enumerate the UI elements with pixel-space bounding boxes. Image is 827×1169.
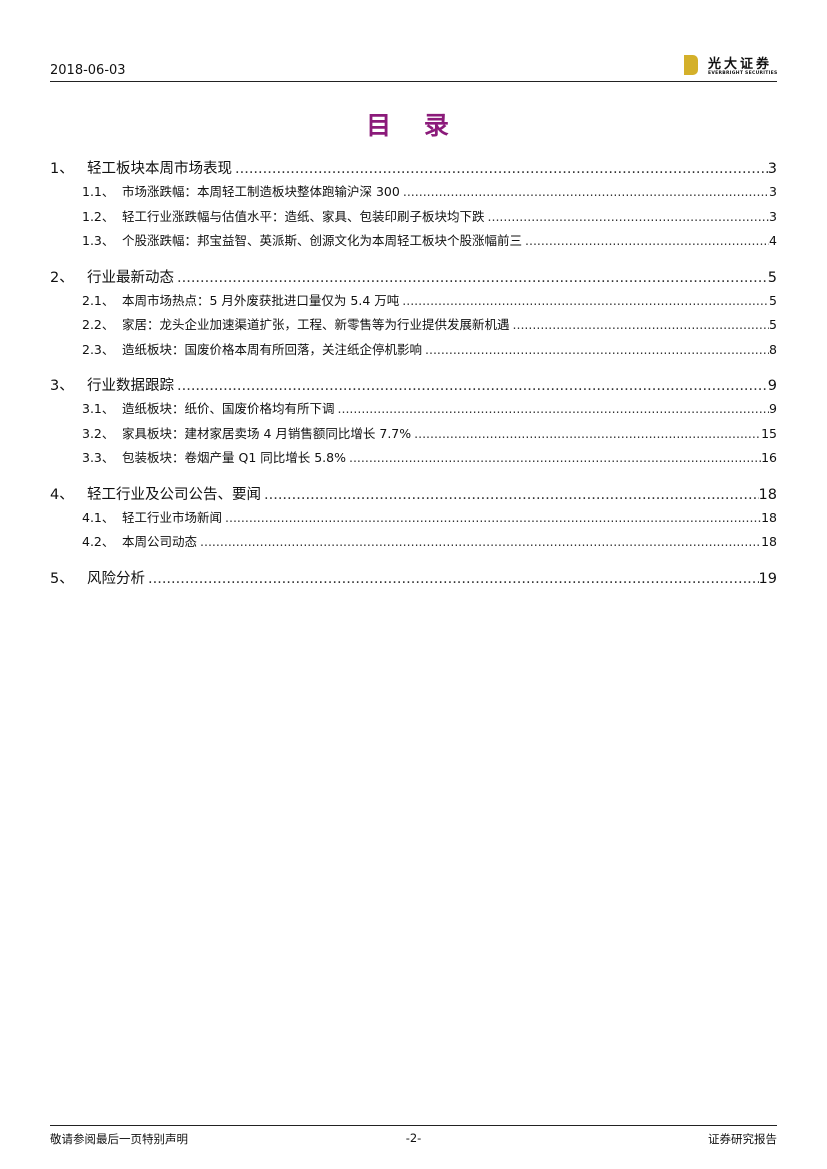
toc-entry-section[interactable]: 5、风险分析 19 (50, 567, 777, 591)
toc-page: 5 (767, 269, 777, 286)
toc-entry-subsection[interactable]: 4.2、本周公司动态 18 (50, 531, 777, 556)
toc-leader (400, 184, 769, 199)
toc-entry-subsection[interactable]: 2.1、本周市场热点：5 月外废获批进口量仅为 5.4 万吨 5 (50, 290, 777, 315)
report-date: 2018-06-03 (50, 63, 126, 78)
toc-leader (174, 270, 768, 286)
toc-leader (261, 487, 759, 503)
toc-leader (346, 450, 761, 465)
toc-page: 4 (769, 233, 777, 248)
toc-leader (485, 209, 770, 224)
toc-leader (232, 161, 768, 177)
toc-entry-subsection[interactable]: 3.3、包装板块：卷烟产量 Q1 同比增长 5.8% 16 (50, 447, 777, 472)
footer-disclaimer: 敬请参阅最后一页特别声明 (50, 1132, 188, 1146)
toc-number: 1.3、 (82, 233, 115, 248)
toc-title: 轻工行业及公司公告、要闻 (87, 486, 261, 503)
toc-page: 3 (769, 208, 777, 224)
toc-page: 3 (769, 184, 777, 199)
toc-title: 轻工板块本周市场表现 (87, 161, 232, 177)
toc-number: 2.3、 (82, 341, 115, 357)
toc-entry-section[interactable]: 3、行业数据跟踪 9 (50, 374, 777, 398)
toc-leader (145, 571, 759, 587)
toc-entry-subsection[interactable]: 2.3、造纸板块：国废价格本周有所回落，关注纸企停机影响 8 (50, 339, 777, 364)
toc-number: 3.2、 (82, 425, 115, 441)
toc-leader (510, 317, 770, 332)
page-title: 目 录 (366, 111, 461, 140)
logo-mark-icon (684, 55, 698, 75)
toc-title: 造纸板块：纸价、国废价格均有所下调 (122, 401, 335, 416)
toc-entry-subsection[interactable]: 1.2、轻工行业涨跌幅与估值水平：造纸、家具、包装印刷子板块均下跌 3 (50, 206, 777, 231)
toc-title: 个股涨跌幅：邦宝益智、英派斯、创源文化为本周轻工板块个股涨幅前三 (122, 233, 523, 248)
logo-en: EVERBRIGHT SECURITIES (708, 71, 778, 76)
toc-leader (399, 293, 769, 308)
toc-entry-section[interactable]: 4、轻工行业及公司公告、要闻 18 (50, 483, 777, 507)
toc-title: 家居：龙头企业加速渠道扩张，工程、新零售等为行业提供发展新机遇 (122, 317, 510, 332)
toc-page: 18 (758, 486, 777, 503)
toc-title: 造纸板块：国废价格本周有所回落，关注纸企停机影响 (122, 341, 423, 357)
toc-number: 3.3、 (82, 450, 115, 465)
everbright-logo: 光大证券 EVERBRIGHT SECURITIES (684, 53, 778, 79)
toc-page: 5 (769, 317, 777, 332)
header-divider (50, 81, 777, 82)
toc-number: 5、 (50, 570, 74, 587)
toc-title: 行业最新动态 (87, 269, 174, 286)
table-of-contents: 1、轻工板块本周市场表现31.1、市场涨跌幅：本周轻工制造板块整体跑输沪深 30… (50, 157, 777, 591)
toc-leader (222, 510, 761, 525)
toc-entry-subsection[interactable]: 4.1、轻工行业市场新闻 18 (50, 507, 777, 532)
toc-entry-subsection[interactable]: 2.2、家居：龙头企业加速渠道扩张，工程、新零售等为行业提供发展新机遇 5 (50, 314, 777, 339)
toc-number: 4.1、 (82, 509, 115, 525)
toc-leader (522, 233, 769, 248)
toc-number: 2.1、 (82, 292, 115, 308)
toc-title: 轻工行业涨跌幅与估值水平：造纸、家具、包装印刷子板块均下跌 (122, 208, 485, 224)
toc-number: 1.1、 (82, 184, 115, 199)
footer-report-type: 证券研究报告 (708, 1132, 777, 1146)
toc-page: 5 (769, 292, 777, 308)
toc-title: 风险分析 (87, 570, 145, 587)
toc-page: 18 (761, 509, 777, 525)
toc-page: 18 (761, 534, 777, 549)
toc-entry-subsection[interactable]: 1.1、市场涨跌幅：本周轻工制造板块整体跑输沪深 300 3 (50, 181, 777, 206)
toc-page: 16 (761, 450, 777, 465)
toc-leader (411, 426, 761, 441)
toc-number: 1、 (50, 161, 74, 177)
toc-number: 1.2、 (82, 208, 115, 224)
toc-title: 行业数据跟踪 (87, 378, 174, 394)
toc-page: 9 (767, 378, 777, 394)
page-number: -2- (405, 1131, 422, 1145)
toc-page: 3 (767, 161, 777, 177)
toc-entry-subsection[interactable]: 1.3、个股涨跌幅：邦宝益智、英派斯、创源文化为本周轻工板块个股涨幅前三 4 (50, 230, 777, 255)
toc-entry-section[interactable]: 2、行业最新动态 5 (50, 266, 777, 290)
toc-entry-subsection[interactable]: 3.1、造纸板块：纸价、国废价格均有所下调 9 (50, 398, 777, 423)
footer-divider (50, 1125, 777, 1126)
toc-page: 9 (769, 401, 777, 416)
toc-leader (197, 534, 761, 549)
toc-leader (335, 401, 770, 416)
logo-cn: 光大证券 (708, 57, 773, 72)
toc-title: 家具板块：建材家居卖场 4 月销售额同比增长 7.7% (122, 425, 412, 441)
toc-title: 市场涨跌幅：本周轻工制造板块整体跑输沪深 300 (122, 184, 400, 199)
toc-title: 本周市场热点：5 月外废获批进口量仅为 5.4 万吨 (122, 292, 400, 308)
toc-number: 4、 (50, 486, 74, 503)
toc-title: 轻工行业市场新闻 (122, 509, 223, 525)
toc-title: 包装板块：卷烟产量 Q1 同比增长 5.8% (122, 450, 346, 465)
toc-number: 2、 (50, 269, 74, 286)
toc-page: 15 (761, 425, 777, 441)
toc-leader (174, 378, 768, 394)
toc-entry-section[interactable]: 1、轻工板块本周市场表现 3 (50, 157, 777, 181)
toc-page: 8 (769, 341, 777, 357)
toc-page: 19 (758, 570, 777, 587)
toc-number: 3.1、 (82, 401, 115, 416)
toc-number: 2.2、 (82, 317, 115, 332)
toc-number: 4.2、 (82, 534, 115, 549)
toc-title: 本周公司动态 (122, 534, 198, 549)
toc-number: 3、 (50, 378, 74, 394)
toc-entry-subsection[interactable]: 3.2、家具板块：建材家居卖场 4 月销售额同比增长 7.7% 15 (50, 423, 777, 448)
toc-leader (422, 342, 769, 357)
